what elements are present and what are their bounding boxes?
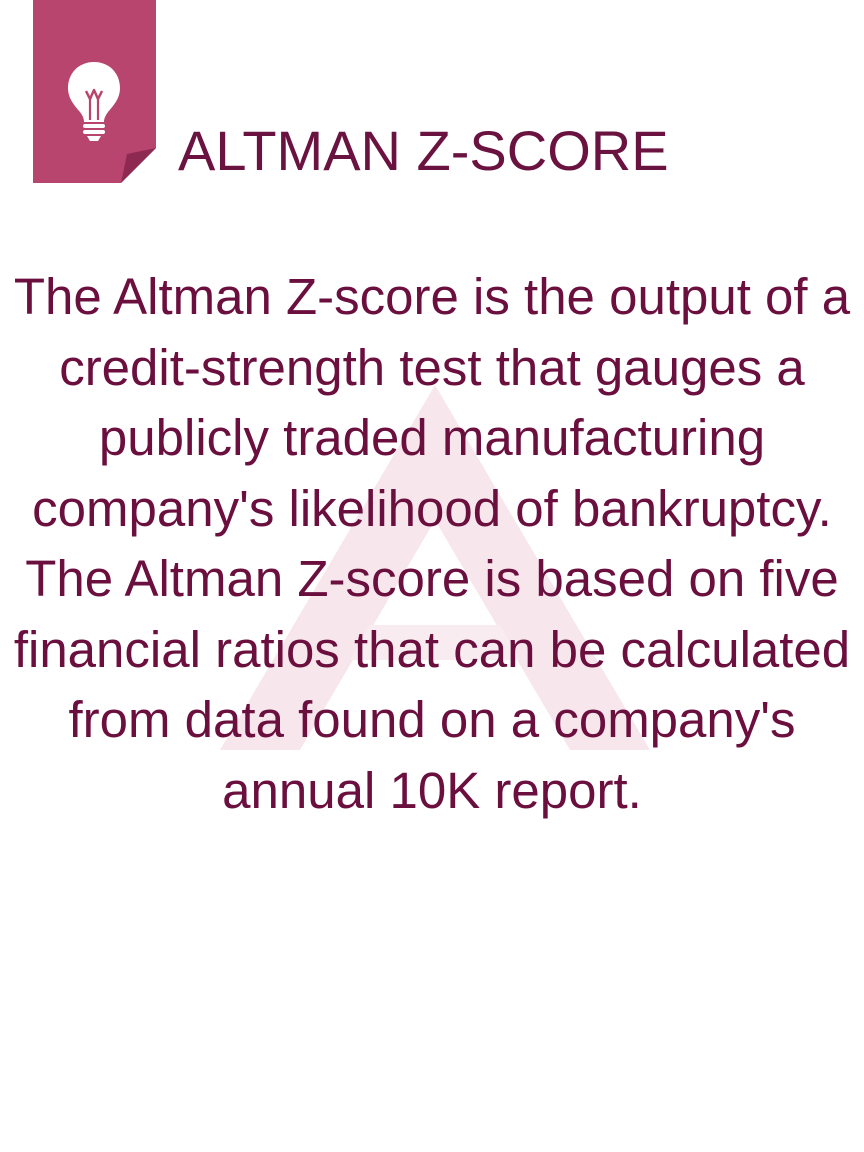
paragraph-definition: The Altman Z-score is the output of a cr… xyxy=(13,268,851,537)
tip-badge xyxy=(33,0,156,183)
paragraph-ratios: The Altman Z-score is based on five fina… xyxy=(13,550,851,819)
lightbulb-icon xyxy=(33,0,156,183)
description-text: The Altman Z-score is the output of a cr… xyxy=(0,262,864,826)
background-watermark xyxy=(220,385,650,775)
page-title: ALTMAN Z-SCORE xyxy=(178,119,669,182)
